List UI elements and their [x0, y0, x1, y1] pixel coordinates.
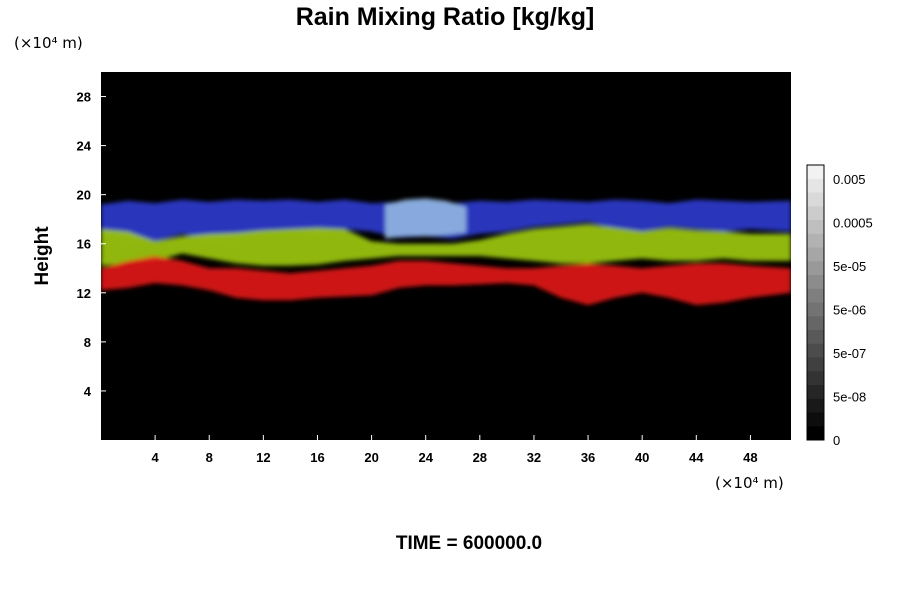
colorbar-swatch [807, 288, 824, 303]
colorbar-swatch [807, 330, 824, 345]
x-tick-label: 8 [206, 450, 213, 465]
x-tick-label: 12 [256, 450, 270, 465]
rain-layer-2 [385, 198, 467, 239]
colorbar-swatch [807, 178, 824, 193]
colorbar-swatch [807, 220, 824, 235]
rain-layers [101, 198, 791, 306]
y-tick-label: 4 [84, 384, 92, 399]
x-tick-label: 48 [743, 450, 757, 465]
colorbar-swatch [807, 275, 824, 290]
colorbar-swatch [807, 165, 824, 180]
colorbar-swatch [807, 233, 824, 248]
x-tick-label: 32 [527, 450, 541, 465]
x-axis: 4 8 12 16 20 24 28 32 36 40 44 48 [152, 435, 758, 465]
plot-area [101, 72, 791, 440]
x-tick-label: 40 [635, 450, 649, 465]
x-tick-label: 4 [152, 450, 160, 465]
colorbar: 0.005 0.0005 5e-05 5e-06 5e-07 5e-08 0 [806, 164, 873, 448]
y-tick-label: 16 [77, 237, 91, 252]
x-tick-label: 28 [473, 450, 487, 465]
y-tick-label: 20 [77, 188, 91, 203]
colorbar-swatch [807, 343, 824, 358]
colorbar-swatch [807, 385, 824, 400]
y-axis-unit: (×10⁴ m) [14, 34, 83, 52]
x-tick-label: 20 [364, 450, 378, 465]
colorbar-tick-label: 5e-05 [833, 259, 866, 274]
y-tick-label: 12 [77, 286, 91, 301]
y-axis: 4 8 12 16 20 24 28 [77, 90, 106, 399]
y-tick-label: 28 [77, 90, 91, 105]
y-tick-label: 8 [84, 335, 91, 350]
colorbar-swatch [807, 371, 824, 386]
rain-layer-3 [101, 224, 791, 266]
x-tick-label: 16 [310, 450, 324, 465]
colorbar-tick-label: 5e-07 [833, 346, 866, 361]
colorbar-tick-label: 0 [833, 433, 840, 448]
colorbar-swatch [807, 302, 824, 317]
x-axis-unit: (×10⁴ m) [715, 474, 784, 492]
rain-layer-4 [101, 256, 791, 306]
colorbar-tick-label: 0.0005 [833, 216, 873, 231]
colorbar-swatch [807, 357, 824, 372]
colorbar-swatch [807, 261, 824, 276]
y-tick-label: 24 [77, 139, 92, 154]
colorbar-frame [806, 164, 825, 441]
colorbar-swatch [807, 247, 824, 262]
colorbar-tick-label: 5e-06 [833, 303, 866, 318]
colorbar-swatch [807, 426, 824, 441]
chart-title: Rain Mixing Ratio [kg/kg] [296, 3, 595, 31]
x-tick-label: 24 [418, 450, 433, 465]
y-axis-label: Height [32, 226, 53, 286]
colorbar-tick-label: 5e-08 [833, 390, 866, 405]
x-tick-label: 44 [689, 450, 704, 465]
colorbar-swatch [807, 398, 824, 413]
colorbar-swatch [807, 412, 824, 427]
colorbar-tick-label: 0.005 [833, 172, 866, 187]
colorbar-swatch [807, 192, 824, 207]
x-tick-label: 36 [581, 450, 595, 465]
colorbar-swatch [807, 316, 824, 331]
time-label: TIME = 600000.0 [396, 533, 542, 554]
colorbar-swatch [807, 206, 824, 221]
